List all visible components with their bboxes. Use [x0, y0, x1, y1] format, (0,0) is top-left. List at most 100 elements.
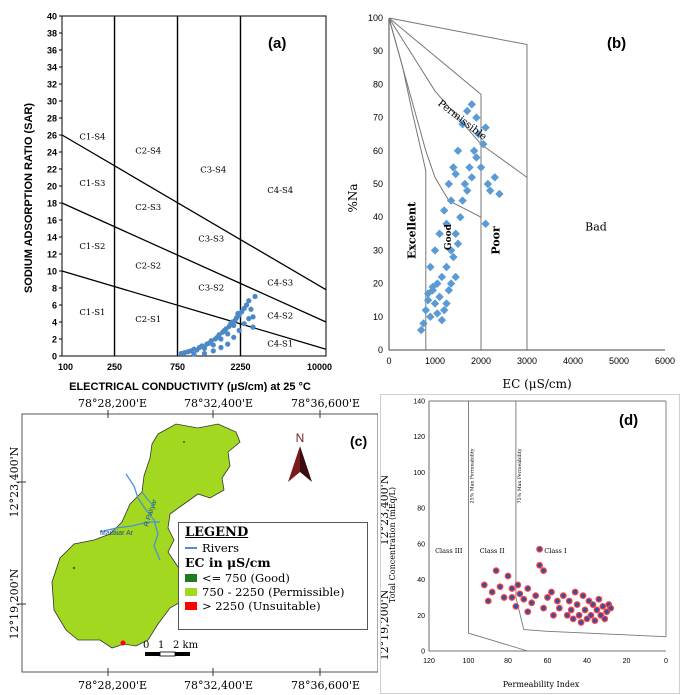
zone-label-poor: Poor [489, 226, 502, 255]
y-tick-label: 32 [47, 80, 57, 90]
x-tick-label: 80 [504, 658, 512, 665]
north-arrow-icon: N [288, 431, 312, 482]
zone-label-excellent: Excellent [406, 201, 419, 259]
data-point-diamond [449, 163, 458, 172]
data-point [544, 594, 551, 601]
plot-area [61, 15, 327, 357]
y-tick-label: 36 [47, 46, 57, 56]
y-tick-label: 140 [413, 399, 425, 406]
y-tick-label: 20 [47, 182, 57, 192]
class-label: C1-S2 [79, 242, 105, 252]
data-point-diamond [423, 289, 433, 298]
data-point [250, 324, 256, 330]
y-tick-label: 8 [52, 284, 57, 294]
bottom-tick-1: 78°28,200'E [78, 679, 147, 692]
y-tick-label: 2 [52, 335, 57, 345]
data-point [516, 590, 524, 598]
y-tick-label: 22 [47, 165, 57, 175]
x-tick-label: 100 [463, 658, 475, 665]
y-tick-label: 14 [47, 233, 57, 243]
class-label: C1-S3 [79, 179, 105, 189]
data-point [532, 592, 540, 600]
data-point [587, 611, 595, 619]
class-label: C1-S4 [79, 132, 105, 142]
data-point [210, 348, 216, 354]
data-point [250, 314, 256, 320]
sar-chart-svg: 0246810121416182022242628303234363840100… [23, 12, 332, 393]
y-tick-label: 38 [47, 29, 57, 39]
x-tick-label: 20 [623, 658, 631, 665]
y-tick-label: 80 [373, 79, 383, 89]
y-tick-label: 30 [373, 245, 383, 255]
bad-boundary [388, 17, 528, 350]
data-point [225, 331, 231, 337]
data-point-diamond [479, 139, 488, 149]
data-point-diamond [467, 173, 476, 182]
y-tick-label: 90 [373, 46, 383, 56]
data-point [536, 545, 544, 553]
data-point-diamond [453, 146, 463, 155]
data-point [601, 615, 609, 623]
y-tick-label: 20 [373, 279, 383, 289]
x-tick-label: 40 [583, 658, 591, 665]
sar-boundary-line [61, 202, 327, 323]
y-tick-label: 18 [47, 199, 57, 209]
data-point-diamond [435, 229, 444, 238]
x-tick-label: 10000 [307, 362, 332, 372]
x-tick-label: 5000 [609, 356, 629, 366]
data-point [569, 615, 577, 623]
y-tick-label: 60 [373, 146, 383, 156]
data-point [480, 581, 488, 589]
data-point [577, 619, 585, 626]
data-point [559, 592, 567, 600]
data-point-diamond [426, 312, 435, 321]
data-point [210, 342, 216, 348]
class-label: C4-S1 [267, 340, 293, 350]
y-tick-label: 20 [417, 613, 425, 620]
y-tick-label: 26 [47, 131, 57, 141]
panel-label-c: (c) [350, 433, 367, 449]
x-tick-label: 60 [544, 658, 552, 665]
left-tick-overlay-2: 12°19,200'N [381, 589, 391, 660]
data-point [208, 338, 214, 344]
y-tick-label: 40 [417, 577, 425, 584]
data-point [536, 561, 544, 569]
y-tick-label: 16 [47, 216, 57, 226]
unsuitable-swatch-icon [185, 602, 197, 610]
y-tick-label: 10 [47, 267, 57, 277]
data-point [492, 567, 500, 575]
x-tick-label: 2250 [230, 362, 250, 372]
data-point-diamond [451, 272, 460, 282]
x-tick-label: 0 [386, 356, 391, 366]
scale-tick-2: 2 km [173, 640, 199, 651]
class-label: C3-S4 [200, 165, 226, 175]
top-tick-2: 78°32,400'E [184, 397, 253, 410]
data-point-diamond [453, 239, 463, 248]
good-swatch-icon [185, 574, 197, 582]
data-point [595, 595, 603, 603]
data-point-diamond [463, 106, 472, 116]
river-label-mailaiar: Mailaiar Ar [100, 530, 134, 537]
legend-subtitle: EC in μS/cm [185, 555, 271, 570]
x-tick-label: 1000 [425, 356, 445, 366]
y-tick-label: 0 [378, 345, 383, 355]
panel-a-sar-plot: 0 2 4 6 8 10 12 14 16 18 20 22 24 26 28 30 32 34 36 38 40 100… [10, 8, 340, 392]
panel-label-d: (d) [619, 412, 638, 429]
legend-good-label: <= 750 (Good) [202, 571, 290, 585]
max-permeability-25 [468, 401, 528, 652]
y-tick-label: 40 [373, 212, 383, 222]
data-point-diamond [472, 113, 481, 122]
y-tick-label: 34 [47, 63, 57, 73]
class-label: C4-S3 [267, 278, 293, 288]
data-point [567, 606, 575, 614]
data-point [508, 585, 516, 592]
data-point [550, 611, 557, 619]
data-point [500, 594, 508, 601]
class-label: C1-S1 [79, 308, 105, 318]
data-point [571, 588, 579, 596]
north-label: N [296, 431, 305, 445]
x-tick-label: 3000 [517, 356, 537, 366]
left-tick-2: 12°19,200'N [8, 568, 21, 639]
data-point-diamond [486, 186, 495, 195]
data-point [593, 606, 601, 614]
